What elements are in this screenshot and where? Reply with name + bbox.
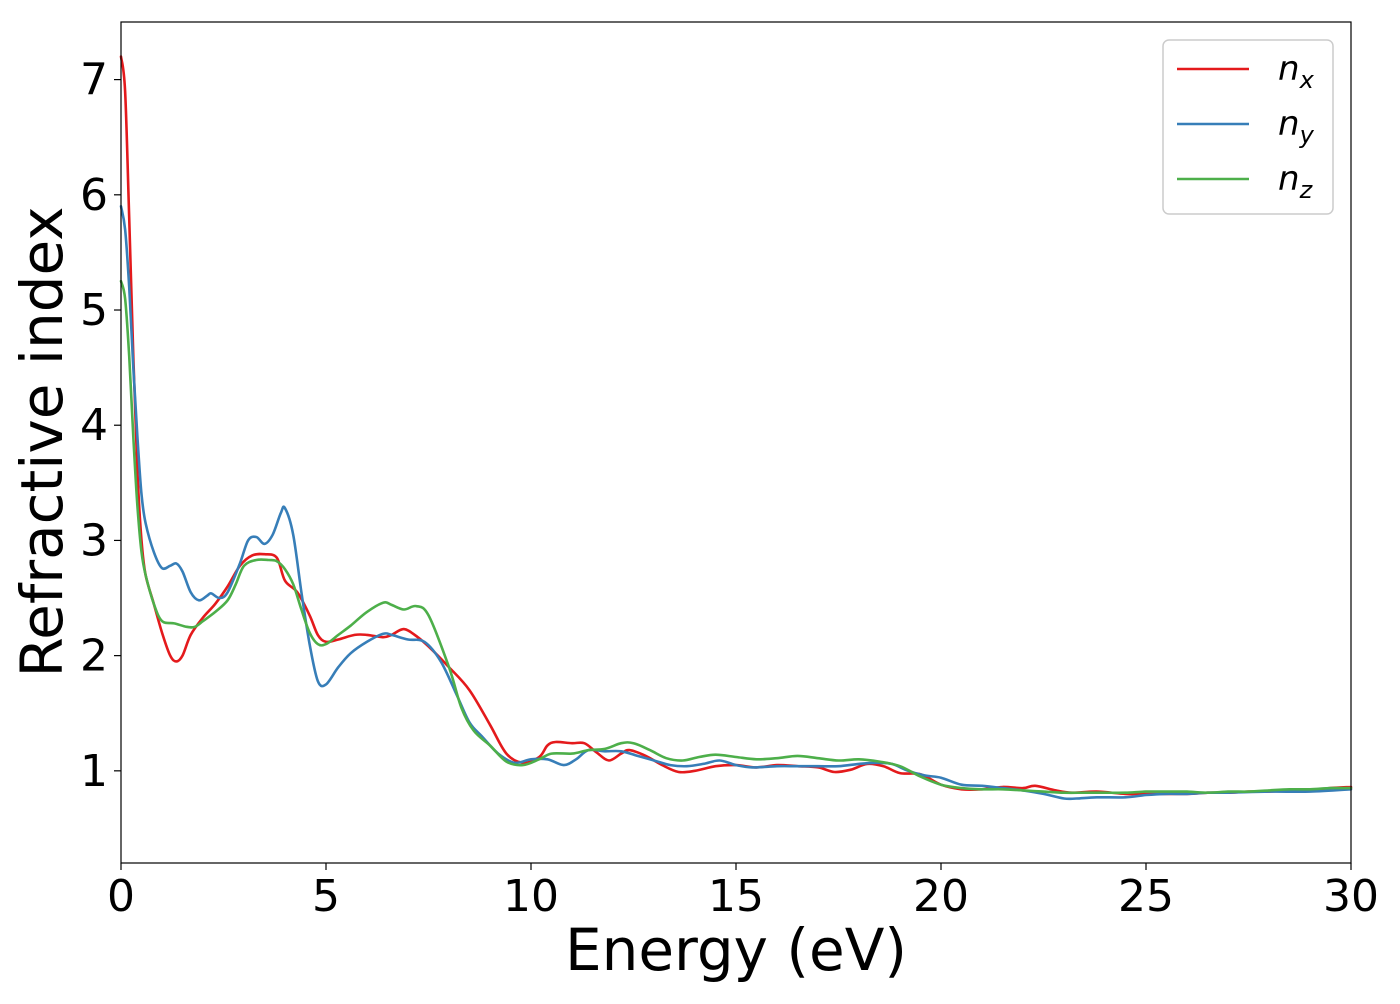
series-line-n-y [119, 205, 1353, 801]
x-tick-label: 30 [1323, 871, 1379, 922]
legend-label: nx [1278, 49, 1315, 94]
legend: nx ny nz [1162, 39, 1334, 215]
y-tick-label: 6 [80, 170, 108, 221]
y-axis: 1 2 3 4 5 6 7 [80, 55, 121, 797]
series-line-n-x [119, 55, 1353, 796]
legend-item-n-y: ny [1177, 104, 1315, 149]
legend-label: ny [1278, 104, 1315, 149]
x-tick-label: 10 [503, 871, 559, 922]
x-axis-label: Energy (eV) [565, 916, 907, 984]
x-axis: 0 5 10 15 20 25 30 [107, 863, 1379, 922]
legend-item-n-x: nx [1177, 49, 1315, 94]
legend-items: nx ny nz [1177, 49, 1315, 204]
y-tick-label: 3 [80, 515, 108, 566]
legend-label: nz [1278, 159, 1314, 204]
y-tick-label: 1 [80, 746, 108, 797]
x-tick-label: 5 [312, 871, 340, 922]
legend-item-n-z: nz [1177, 159, 1314, 204]
x-tick-label: 25 [1118, 871, 1174, 922]
x-tick-label: 20 [913, 871, 969, 922]
series-lines [119, 55, 1353, 801]
x-tick-label: 0 [107, 871, 135, 922]
y-axis-label: Refractive index [8, 206, 76, 677]
series-line-n-z [119, 279, 1353, 795]
legend-box [1162, 39, 1334, 215]
y-tick-label: 2 [80, 631, 108, 682]
y-tick-label: 7 [80, 55, 108, 106]
y-tick-label: 4 [80, 400, 108, 451]
y-tick-label: 5 [80, 285, 108, 336]
x-tick-label: 15 [708, 871, 764, 922]
